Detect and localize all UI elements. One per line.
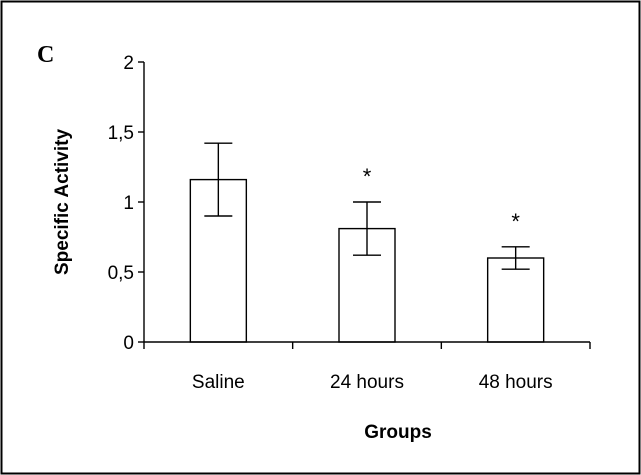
panel-label: C [37,42,54,68]
x-axis-title: Groups [364,422,432,443]
x-category-label: 48 hours [479,372,553,393]
y-axis-title: Specific Activity [52,129,73,276]
y-tick-label: 1,5 [108,123,134,144]
x-category-label: Saline [192,372,245,393]
x-category-label: 24 hours [330,372,404,393]
plot-area: 0 0,5 1 1,5 2 Saline 24 hours * 48 hours * [108,53,591,393]
y-tick-label: 0 [123,333,134,354]
significance-mark: * [363,164,372,189]
y-tick-label: 2 [123,53,134,74]
bar [486,257,545,343]
significance-mark: * [511,209,520,234]
y-tick-label: 0,5 [108,263,134,284]
y-tick-label: 1 [123,193,134,214]
